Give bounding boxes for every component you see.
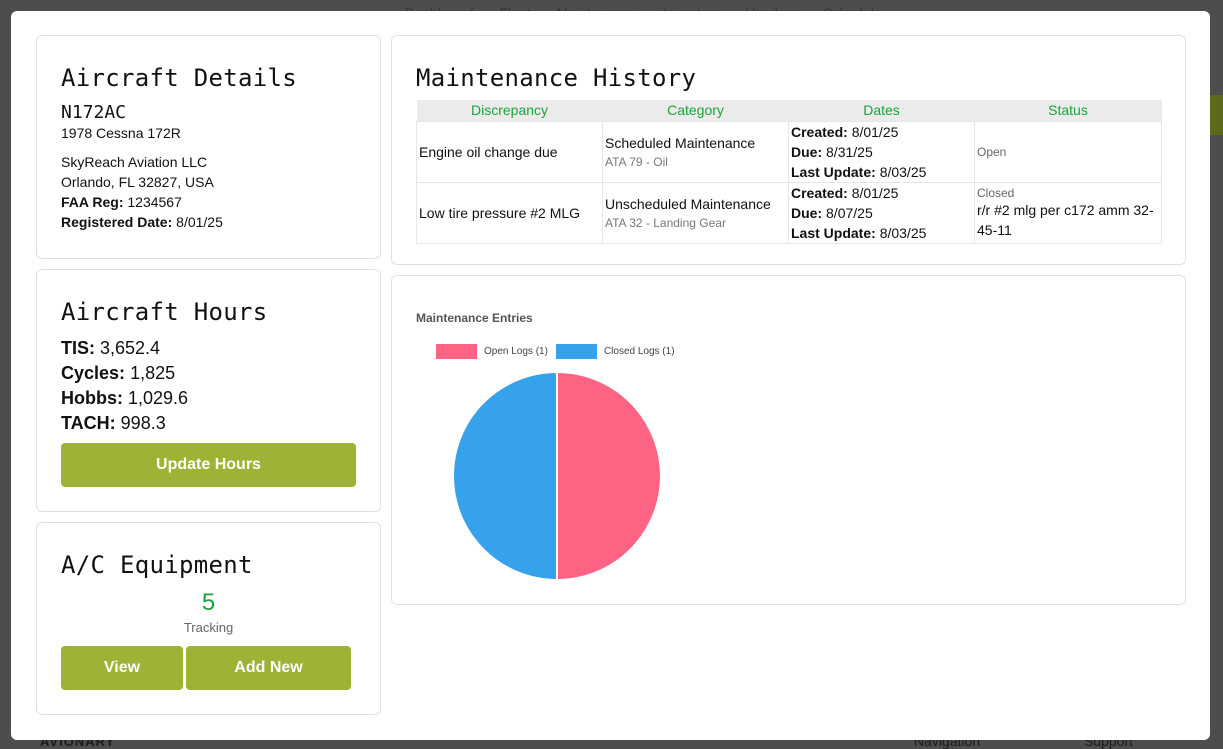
category-cell: Unscheduled Maintenance ATA 32 - Landing… (602, 181, 789, 244)
maintenance-history-card: Maintenance History Discrepancy Category… (391, 35, 1186, 265)
hobbs-label: Hobbs: (61, 388, 123, 408)
due-label: Due: (791, 143, 823, 160)
updated-value: 8/03/25 (879, 163, 927, 180)
chart-title: Maintenance Entries (416, 311, 533, 325)
created-label: Created: (791, 123, 848, 140)
due-value: 8/07/25 (826, 204, 873, 221)
created-label: Created: (791, 184, 848, 201)
equipment-card: A/C Equipment 5 Tracking View Add New (36, 522, 381, 715)
tach-label: TACH: (61, 413, 116, 433)
faa-reg-value: 1234567 (127, 194, 182, 210)
legend-item-open[interactable]: Open Logs (1) (436, 344, 548, 359)
updated-label: Last Update: (791, 224, 876, 241)
registered-date-label: Registered Date: (61, 214, 173, 230)
aircraft-modal: Aircraft Details N172AC 1978 Cessna 172R… (11, 11, 1210, 740)
created-value: 8/01/25 (851, 184, 899, 201)
tail-number: N172AC (61, 102, 127, 123)
updated-date: Last Update: 8/03/25 (791, 223, 972, 243)
status-badge: Closed (977, 185, 1015, 200)
pie-slice-open[interactable] (556, 370, 662, 582)
aircraft-details-title: Aircraft Details (61, 64, 297, 92)
aircraft-details-card: Aircraft Details N172AC 1978 Cessna 172R… (36, 35, 381, 259)
cycles-row: Cycles: 1,825 (61, 361, 356, 386)
legend-item-closed[interactable]: Closed Logs (1) (555, 344, 675, 359)
created-date: Created: 8/01/25 (791, 183, 972, 203)
aircraft-hours-card: Aircraft Hours TIS: 3,652.4 Cycles: 1,82… (36, 269, 381, 512)
tach-row: TACH: 998.3 (61, 411, 356, 436)
discrepancy-cell: Low tire pressure #2 MLG (416, 181, 603, 244)
due-date: Due: 8/31/25 (791, 142, 972, 162)
table-row[interactable]: Engine oil change due Scheduled Maintena… (416, 120, 1162, 183)
status-cell: Open (974, 120, 1162, 183)
owner-location: Orlando, FL 32827, USA (61, 174, 214, 190)
chart-legend: Open Logs (1) Closed Logs (1) (436, 344, 675, 359)
background-accent-strip (1209, 95, 1223, 135)
registered-date-value: 8/01/25 (176, 214, 223, 230)
dates-cell: Created: 8/01/25 Due: 8/07/25 Last Updat… (788, 181, 975, 244)
faa-reg: FAA Reg: 1234567 (61, 192, 356, 212)
faa-reg-label: FAA Reg: (61, 194, 124, 210)
status-badge: Open (977, 144, 1007, 159)
updated-value: 8/03/25 (879, 224, 927, 241)
category-cell: Scheduled Maintenance ATA 79 - Oil (602, 120, 789, 183)
due-label: Due: (791, 204, 823, 221)
view-equipment-button[interactable]: View (61, 646, 183, 690)
updated-date: Last Update: 8/03/25 (791, 162, 972, 182)
column-header-status: Status (974, 100, 1162, 121)
cycles-value: 1,825 (130, 363, 176, 383)
cycles-label: Cycles: (61, 363, 126, 383)
table-header-row: Discrepancy Category Dates Status (416, 100, 1162, 121)
column-header-discrepancy: Discrepancy (416, 100, 603, 121)
equipment-count-label: Tracking (183, 620, 234, 635)
maintenance-chart-card: Maintenance Entries Open Logs (1) Closed… (391, 275, 1186, 605)
due-value: 8/31/25 (826, 143, 873, 160)
status-note: r/r #2 mlg per c172 amm 32-45-11 (977, 201, 1154, 238)
ata-code: ATA 79 - Oil (605, 154, 668, 169)
owner-name: SkyReach Aviation LLC (61, 154, 208, 170)
updated-label: Last Update: (791, 163, 876, 180)
created-value: 8/01/25 (851, 123, 899, 140)
maintenance-history-title: Maintenance History (416, 64, 697, 92)
equipment-count: 5 (201, 589, 216, 616)
due-date: Due: 8/07/25 (791, 203, 972, 223)
registered-date: Registered Date: 8/01/25 (61, 212, 356, 232)
aircraft-model: 1978 Cessna 172R (61, 125, 181, 141)
created-date: Created: 8/01/25 (791, 122, 972, 142)
tach-value: 998.3 (120, 413, 166, 433)
tis-label: TIS: (61, 338, 95, 358)
legend-label-open: Open Logs (1) (484, 346, 548, 357)
category-text: Unscheduled Maintenance (605, 195, 771, 212)
category-text: Scheduled Maintenance (605, 134, 756, 151)
legend-label-closed: Closed Logs (1) (603, 346, 675, 357)
update-hours-button[interactable]: Update Hours (61, 443, 356, 487)
pie-chart (452, 370, 662, 582)
equipment-title: A/C Equipment (61, 551, 253, 579)
tis-row: TIS: 3,652.4 (61, 336, 356, 361)
dates-cell: Created: 8/01/25 Due: 8/31/25 Last Updat… (788, 120, 975, 183)
tis-value: 3,652.4 (100, 338, 161, 358)
column-header-category: Category (602, 100, 789, 121)
pie-slice-closed[interactable] (452, 370, 558, 582)
maintenance-table: Discrepancy Category Dates Status Engine… (416, 100, 1162, 244)
legend-swatch-closed (555, 344, 597, 359)
discrepancy-cell: Engine oil change due (416, 120, 603, 183)
hobbs-value: 1,029.6 (128, 388, 189, 408)
status-cell: Closed r/r #2 mlg per c172 amm 32-45-11 (974, 181, 1162, 244)
hobbs-row: Hobbs: 1,029.6 (61, 386, 356, 411)
ata-code: ATA 32 - Landing Gear (605, 215, 726, 230)
column-header-dates: Dates (788, 100, 975, 121)
aircraft-hours-title: Aircraft Hours (61, 298, 268, 326)
add-equipment-button[interactable]: Add New (186, 646, 351, 690)
legend-swatch-open (436, 344, 477, 359)
table-row[interactable]: Low tire pressure #2 MLG Unscheduled Mai… (416, 181, 1162, 244)
